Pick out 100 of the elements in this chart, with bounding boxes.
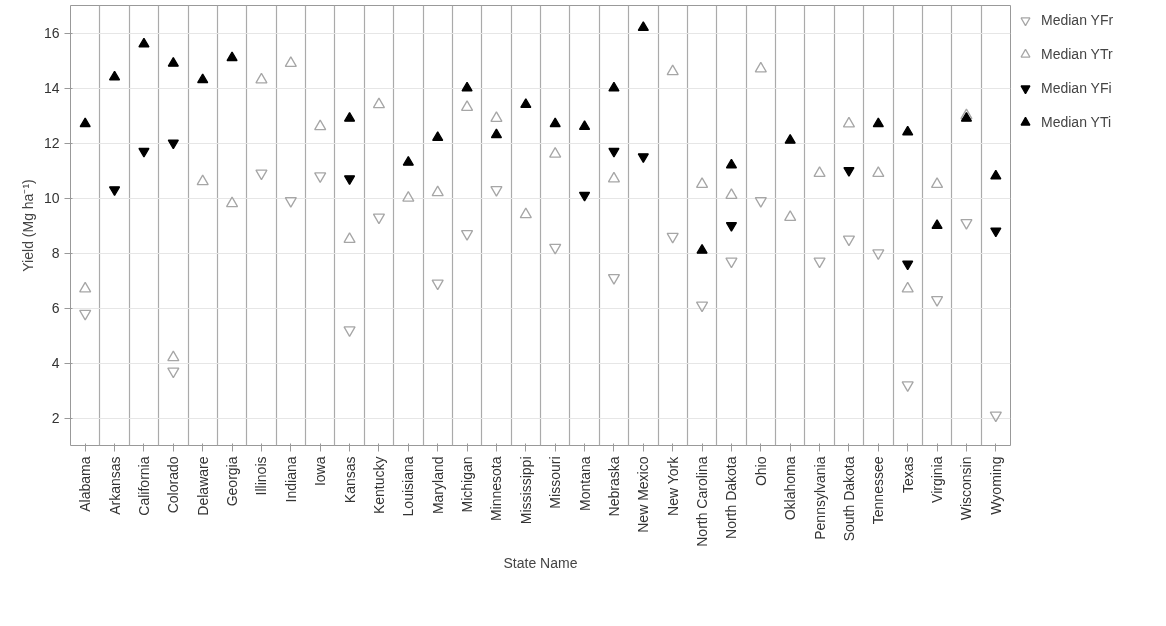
point — [79, 309, 92, 321]
point — [255, 72, 268, 84]
point — [608, 81, 620, 92]
point — [813, 166, 826, 178]
point — [872, 117, 884, 128]
x-tick-label: Wyoming — [987, 456, 1004, 515]
point — [842, 116, 856, 128]
point — [402, 155, 414, 166]
point — [284, 196, 297, 208]
point — [549, 243, 562, 255]
legend-label: Median YTr — [1041, 46, 1113, 62]
point — [990, 169, 1002, 180]
point — [167, 367, 180, 379]
legend-label: Median YTi — [1041, 114, 1112, 130]
y-tick-label: 6 — [51, 300, 60, 316]
point — [989, 411, 1002, 423]
x-tick-label: Arkansas — [106, 456, 123, 515]
point — [520, 98, 532, 109]
x-tick-label: New York — [664, 455, 681, 516]
point — [901, 381, 914, 392]
point — [637, 21, 649, 32]
x-tick-label: Illinois — [253, 456, 270, 496]
x-tick-label: Indiana — [282, 456, 299, 503]
point — [666, 232, 679, 244]
x-tick-label: Kentucky — [370, 456, 387, 515]
x-tick-label: Ohio — [752, 456, 769, 487]
point — [872, 249, 885, 260]
point — [402, 191, 415, 202]
point — [79, 117, 91, 128]
x-tick-label: North Carolina — [694, 456, 711, 547]
x-tick-label: California — [135, 456, 152, 516]
x-tick-label: Louisiana — [400, 456, 417, 517]
point — [842, 235, 856, 247]
point — [490, 111, 503, 123]
point — [608, 147, 620, 158]
y-tick-label: 14 — [43, 80, 60, 96]
x-tick-label: Michigan — [459, 456, 476, 513]
point — [108, 186, 121, 197]
point — [549, 147, 562, 158]
point — [754, 196, 767, 208]
point — [225, 196, 239, 208]
point — [813, 257, 826, 269]
x-tick-label: Georgia — [224, 456, 241, 507]
point — [549, 117, 561, 128]
point — [930, 295, 944, 307]
y-axis-title: Yield (Mg ha⁻¹) — [19, 179, 36, 272]
point — [314, 119, 327, 131]
point — [460, 100, 474, 112]
point — [372, 97, 386, 109]
x-tick-label: New Mexico — [635, 456, 652, 533]
x-tick-label: Pennsylvania — [811, 456, 828, 540]
x-tick-label: Texas — [899, 456, 916, 494]
point — [725, 158, 738, 169]
point — [138, 147, 150, 158]
point — [490, 185, 503, 197]
point — [902, 260, 914, 271]
x-tick-label: Wisconsin — [958, 456, 975, 521]
point — [167, 56, 179, 67]
x-tick-label: Virginia — [929, 456, 946, 503]
x-tick-label: Oklahoma — [782, 456, 799, 521]
point — [695, 177, 709, 189]
point — [138, 37, 150, 48]
point — [607, 273, 621, 285]
x-axis-title: State Name — [503, 554, 578, 571]
point — [902, 125, 914, 136]
x-tick-label: Montana — [576, 456, 593, 511]
x-tick-label: Iowa — [312, 456, 329, 487]
point — [519, 207, 532, 219]
point — [666, 64, 679, 76]
x-tick-label: Alabama — [77, 456, 94, 512]
point — [431, 279, 444, 291]
point — [460, 229, 474, 241]
point — [432, 131, 444, 142]
x-tick-label: South Dakota — [840, 456, 857, 542]
x-tick-label: Mississippi — [517, 456, 534, 525]
x-tick-label: Kansas — [341, 456, 358, 504]
point — [607, 171, 621, 183]
y-tick-label: 2 — [51, 410, 60, 426]
point — [872, 166, 885, 178]
point — [343, 111, 356, 122]
x-tick-label: Nebraska — [605, 456, 622, 517]
x-tick-label: Maryland — [429, 456, 446, 515]
point — [372, 213, 386, 225]
x-tick-label: Delaware — [194, 456, 211, 516]
point — [784, 210, 797, 222]
point — [784, 133, 796, 144]
y-tick-label: 12 — [43, 135, 60, 151]
y-tick-label: 16 — [43, 25, 60, 41]
point — [578, 191, 591, 202]
point — [754, 61, 767, 73]
x-tick-label: Missouri — [547, 456, 564, 509]
point — [843, 166, 855, 177]
point — [725, 221, 738, 232]
y-tick-label: 8 — [51, 245, 60, 261]
point — [196, 174, 209, 186]
point — [990, 227, 1002, 238]
x-tick-label: Colorado — [165, 456, 182, 514]
point — [461, 81, 473, 92]
point — [490, 128, 503, 139]
point — [930, 177, 944, 189]
